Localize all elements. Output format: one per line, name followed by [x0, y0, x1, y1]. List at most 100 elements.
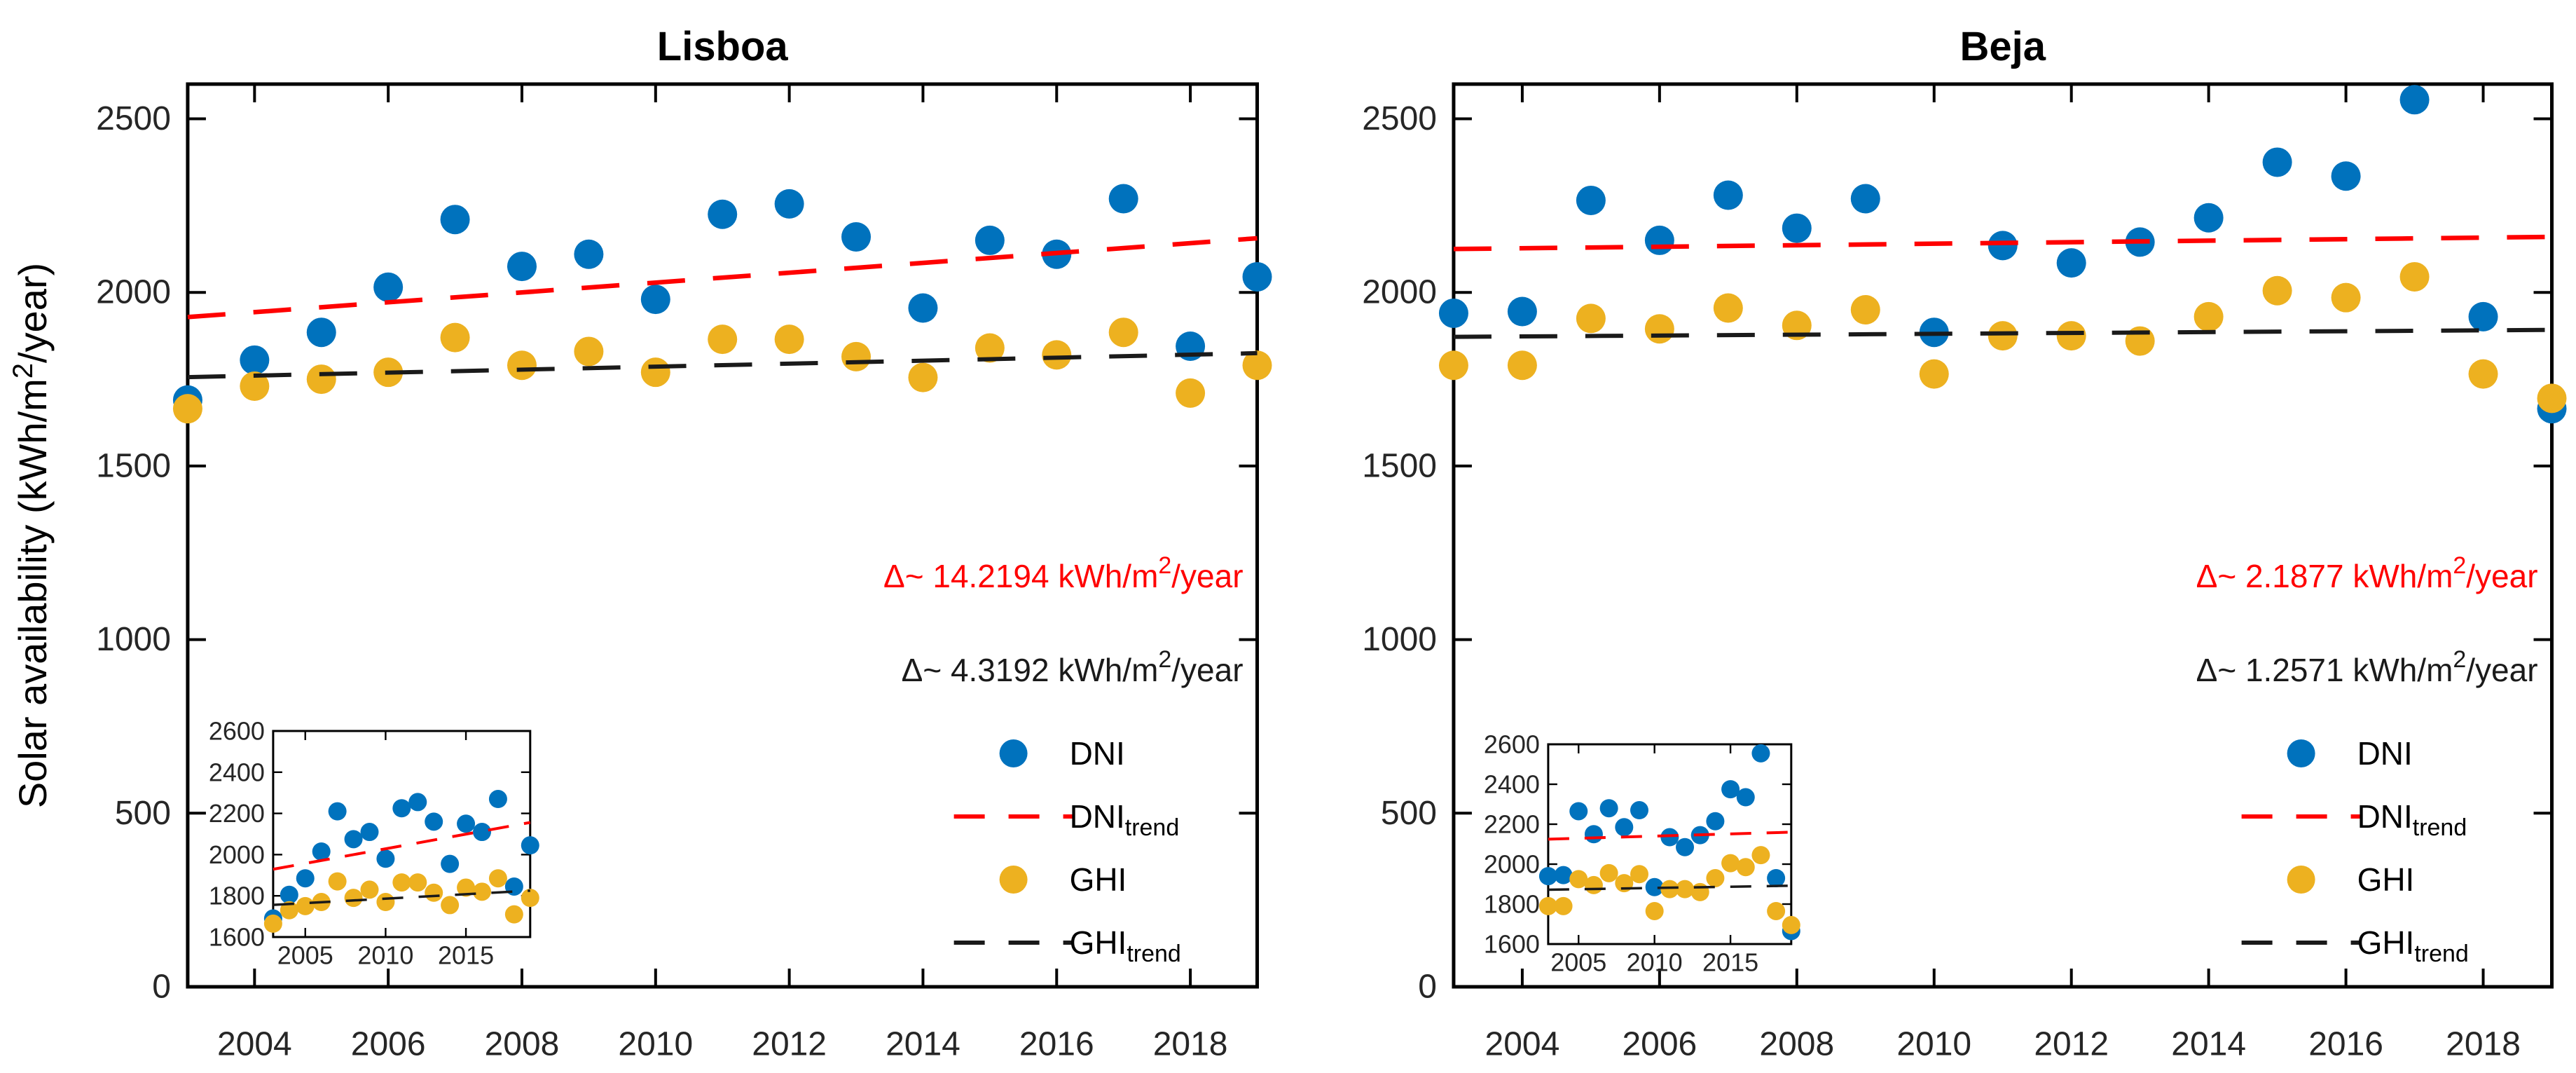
- legend-dni-marker: [2287, 739, 2315, 767]
- x-tick-label: 2006: [1622, 1026, 1697, 1063]
- legend-label: GHI: [1070, 861, 1127, 898]
- inset-ghi-point: [1751, 846, 1770, 865]
- axes-box: [1452, 82, 2554, 989]
- inset-dni-point: [1721, 780, 1740, 799]
- inset-dni_trend-line: [273, 821, 531, 871]
- inset-ghi-points: [1538, 846, 1800, 934]
- dni-point: [306, 317, 336, 348]
- inset-ghi-point: [1767, 901, 1786, 920]
- ghi_trend-line: [187, 350, 1258, 380]
- chart-panel-left: Lisboa Solar availability (kWh/m2/year) 20…: [8, 25, 1272, 1063]
- annotation-dni: Δ~ 2.1877 kWh/m2/year: [2196, 552, 2538, 594]
- ghi-point: [1042, 340, 1072, 370]
- y-tick-label: 0: [1418, 968, 1437, 1005]
- inset-y-tick-label: 1600: [209, 922, 265, 951]
- inset-y-tick-label: 2200: [209, 799, 265, 828]
- axes-ticks: [187, 84, 1258, 988]
- legend-ghi-marker: [999, 866, 1028, 894]
- axes-box: [186, 82, 1260, 989]
- ghi-point: [507, 350, 537, 381]
- dni-point: [373, 272, 404, 302]
- ghi-point: [574, 336, 604, 367]
- inset-ghi-point: [457, 878, 476, 897]
- y-tick-label: 1000: [96, 621, 171, 658]
- ghi-point: [2262, 275, 2292, 306]
- ghi-point: [1713, 293, 1743, 323]
- inset-dni-point: [1676, 838, 1695, 856]
- ghi-point: [908, 362, 938, 392]
- inset-ghi-point: [1630, 865, 1648, 884]
- y-tick-label: 1500: [96, 447, 171, 484]
- inset-y-tick-label: 2600: [1484, 730, 1540, 758]
- legend-dni-marker: [999, 739, 1028, 767]
- inset-dni-point: [408, 793, 427, 812]
- inset-dni-point: [1584, 825, 1603, 844]
- dni-point: [440, 205, 470, 235]
- inset-y-tick-label: 2000: [1484, 849, 1540, 878]
- inset-y-tick-label: 1800: [209, 882, 265, 910]
- inset-dni-point: [1706, 812, 1725, 831]
- inset-ghi-point: [263, 914, 282, 933]
- dni-point: [1108, 184, 1138, 214]
- dni-point: [974, 225, 1005, 255]
- x-tick-label: 2010: [1896, 1026, 1971, 1063]
- x-tick-label: 2018: [1153, 1026, 1228, 1063]
- inset-ghi-point: [328, 872, 347, 891]
- panel-title: Beja: [1959, 25, 2046, 69]
- ghi-point: [1988, 321, 2018, 351]
- annotation-ghi: Δ~ 4.3192 kWh/m2/year: [902, 646, 1244, 688]
- inset-dni-point: [392, 799, 411, 818]
- inset-dni-point: [1538, 867, 1557, 886]
- inset-dni-point: [425, 812, 443, 831]
- ghi-point: [2468, 359, 2498, 389]
- inset-ghi-point: [1782, 915, 1800, 934]
- ghi-point: [974, 333, 1005, 363]
- legend-ghi-marker: [2287, 866, 2315, 894]
- dni-point: [708, 199, 738, 229]
- inset-dni_trend-line: [1548, 831, 1791, 841]
- inset-dni-point: [328, 802, 347, 821]
- dni-point: [240, 345, 270, 375]
- inset-ghi-point: [1736, 858, 1755, 877]
- inset-dni-point: [488, 790, 507, 809]
- dni-point: [2331, 161, 2361, 191]
- dni_trend-line: [1453, 234, 2552, 252]
- inset-dni-point: [1645, 877, 1664, 896]
- ghi-point: [708, 324, 738, 355]
- inset-y-tick-label: 2400: [1484, 770, 1540, 798]
- inset-ghi-point: [1569, 870, 1588, 889]
- inset-x-tick-label: 2005: [277, 941, 333, 969]
- dni-point: [1782, 213, 1812, 243]
- inset-ghi-point: [1584, 875, 1603, 894]
- ghi-point: [1108, 317, 1138, 348]
- inset-ghi-point: [425, 883, 443, 902]
- x-tick-label: 2016: [1019, 1026, 1094, 1063]
- inset-ghi-point: [1554, 896, 1573, 915]
- panel-beja: Beja 2004 2006 2008 2010 2012 2014 2016 2018 0 500…: [1288, 0, 2575, 1073]
- ghi-point: [440, 322, 470, 353]
- legend-label: GHI: [2357, 861, 2415, 898]
- inset-chart: 2005 2010 2015 1600 1800 2000 2200 2400 2600: [1484, 730, 1800, 976]
- dni-point: [841, 221, 872, 252]
- dni-point: [574, 239, 604, 269]
- inset-dni-point: [521, 836, 539, 855]
- dni-points: [1438, 85, 2567, 424]
- inset-ghi-point: [1538, 896, 1557, 915]
- dni-point: [774, 189, 804, 219]
- axes-box: [272, 730, 532, 938]
- inset-dni-point: [1599, 799, 1618, 818]
- dni-point: [640, 285, 670, 315]
- inset-dni-point: [441, 854, 460, 873]
- inset-dni-point: [1767, 868, 1786, 887]
- dni-point: [507, 252, 537, 282]
- chart-panel-right: Beja 2004 2006 2008 2010 2012 2014 2016 2018 0 500…: [1362, 25, 2567, 1063]
- dni-point: [1438, 298, 1468, 328]
- ghi-point: [2537, 383, 2567, 414]
- inset-y-tick-label: 2000: [209, 840, 265, 869]
- inset-ghi-point: [1660, 880, 1679, 898]
- ghi-point: [1576, 303, 1606, 334]
- inset-dni-point: [296, 869, 315, 888]
- legend-label: DNItrend: [2357, 798, 2467, 841]
- ghi-point: [2056, 321, 2086, 351]
